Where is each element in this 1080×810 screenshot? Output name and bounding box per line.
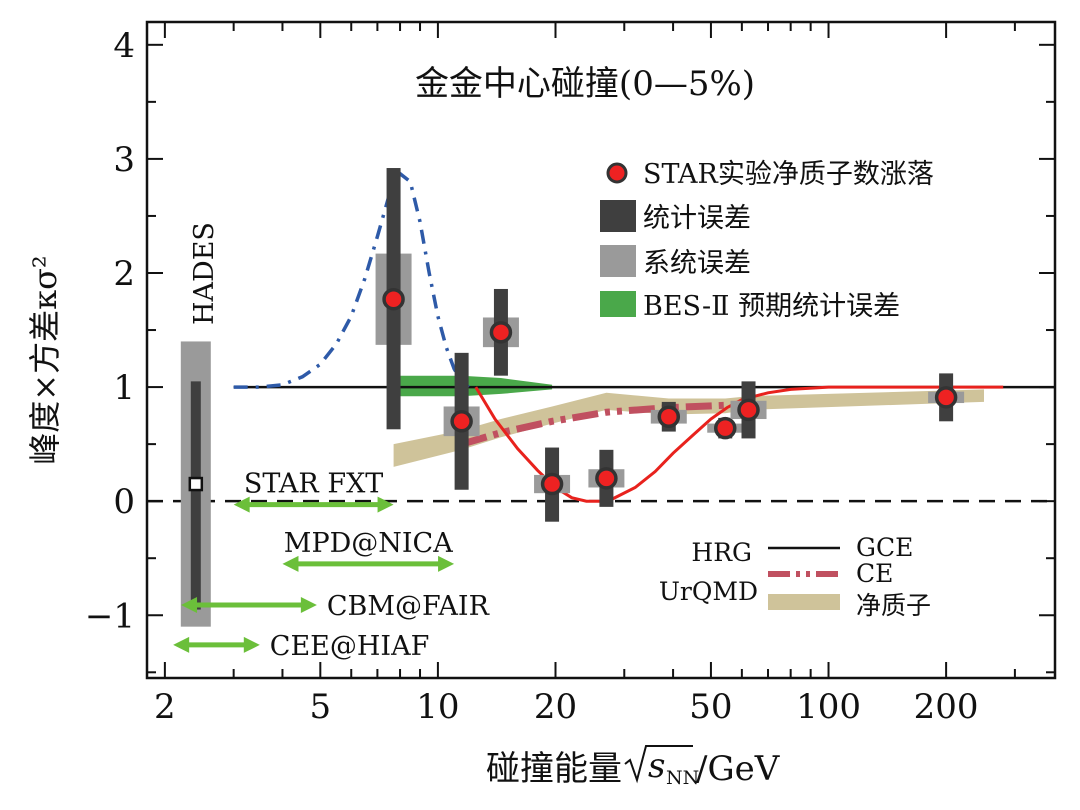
facility-arrow-label: CEE@HIAF <box>270 631 430 662</box>
star-point-group <box>534 447 571 522</box>
y-tick-label: 0 <box>113 482 135 522</box>
legend-hrg-label: HRG <box>691 538 752 567</box>
y-axis-title: 峰度×方差κσ² <box>26 255 64 465</box>
plot-frame <box>145 20 1057 680</box>
star-data-point <box>737 398 760 422</box>
x-axis-title-main: 碰撞能量 <box>486 749 622 789</box>
legend-top: STAR实验净质子数涨落 统计误差 系统误差 BES-Ⅱ 预期统计误差 <box>600 159 934 322</box>
star-data-point <box>382 287 405 311</box>
facility-arrow-head-left <box>181 596 198 613</box>
sqrt-sign <box>624 745 693 784</box>
star-point-group <box>707 416 744 440</box>
x-tick-label: 20 <box>534 687 577 727</box>
chart-title: 金金中心碰撞(0—5%) <box>415 64 755 104</box>
star-points <box>375 168 965 522</box>
facility-arrows: STAR FXT MPD@NICA CBM@FAIR CEE@HIAF <box>173 469 490 662</box>
facility-arrow-group: MPD@NICA <box>282 528 455 572</box>
x-tick-label: 2 <box>154 687 176 727</box>
star-data-point <box>540 472 564 496</box>
facility-arrow-group: CBM@FAIR <box>181 591 490 622</box>
facility-arrow-head-right <box>377 496 394 513</box>
hades-point <box>188 476 204 492</box>
legend-sys-swatch <box>600 245 636 277</box>
legend-urqmd-swatch <box>768 594 840 610</box>
y-tick-label: −1 <box>85 596 135 636</box>
facility-arrow-group: CEE@HIAF <box>173 631 429 662</box>
x-tick-label: 10 <box>416 687 459 727</box>
star-point-group <box>650 401 687 432</box>
facility-arrow-head-left <box>173 636 190 653</box>
x-axis-title-sub: NN <box>666 767 699 789</box>
star-point-group <box>482 288 519 376</box>
legend-stat-swatch <box>600 200 636 232</box>
y-tick-label: 3 <box>113 140 135 180</box>
legend-bottom: HRG GCE CE UrQMD 净质子 <box>659 533 931 620</box>
facility-arrow-head-right <box>243 636 260 653</box>
legend-bes-label: BES-Ⅱ 预期统计误差 <box>643 291 900 322</box>
bands-layer <box>393 375 985 467</box>
y-tick-label: 4 <box>113 26 135 66</box>
legend-urqmd-label: UrQMD <box>659 577 758 606</box>
legend-stat-label: 统计误差 <box>643 203 751 234</box>
legend-star-marker <box>606 162 628 184</box>
y-tick-label: 2 <box>113 254 135 294</box>
hades-label: HADES <box>189 222 220 325</box>
star-data-point <box>713 416 737 440</box>
x-axis-title-unit: /GeV <box>696 749 781 789</box>
facility-arrow-head-left <box>282 555 299 572</box>
legend-sys-label: 系统误差 <box>643 248 751 279</box>
legend-star-label: STAR实验净质子数涨落 <box>643 159 934 190</box>
legend-bes-swatch <box>600 291 636 317</box>
star-data-point <box>595 467 618 490</box>
blue-theory-curve <box>233 171 470 389</box>
star-point-group <box>443 352 480 490</box>
facility-arrow-head-left <box>233 496 250 513</box>
star-point-group <box>928 373 965 422</box>
axes: −1 0 1 2 3 4 2 5 10 20 50 100 200 <box>85 20 1057 727</box>
legend-ce-label: CE <box>856 559 893 588</box>
star-data-point <box>934 386 958 409</box>
hades-group <box>180 341 211 627</box>
ce-curve <box>460 400 749 448</box>
x-tick-label: 100 <box>796 687 861 727</box>
facility-arrow-head-right <box>438 555 455 572</box>
legend-net-proton-label: 净质子 <box>856 591 931 620</box>
facility-arrow-label: STAR FXT <box>244 469 383 500</box>
y-tick-label: 1 <box>113 368 135 408</box>
star-point-group <box>375 168 412 430</box>
facility-arrow-group: STAR FXT <box>233 469 394 513</box>
legend-gce-label: GCE <box>856 533 913 562</box>
hades-stat-error <box>190 381 201 610</box>
star-point-group <box>588 449 625 507</box>
star-data-point <box>450 410 473 433</box>
facility-arrow-label: MPD@NICA <box>284 528 453 559</box>
urqmd-band <box>393 389 985 467</box>
x-axis-title: 碰撞能量 s NN /GeV <box>486 745 781 789</box>
x-tick-label: 50 <box>689 687 732 727</box>
star-data-point <box>489 321 513 344</box>
facility-arrow-head-right <box>300 596 317 613</box>
star-data-point <box>657 405 681 428</box>
x-axis-title-s: s <box>648 746 665 786</box>
x-tick-label: 5 <box>309 687 331 727</box>
x-tick-label: 200 <box>914 687 979 727</box>
facility-arrow-label: CBM@FAIR <box>327 591 490 622</box>
star-point-group <box>730 381 767 439</box>
